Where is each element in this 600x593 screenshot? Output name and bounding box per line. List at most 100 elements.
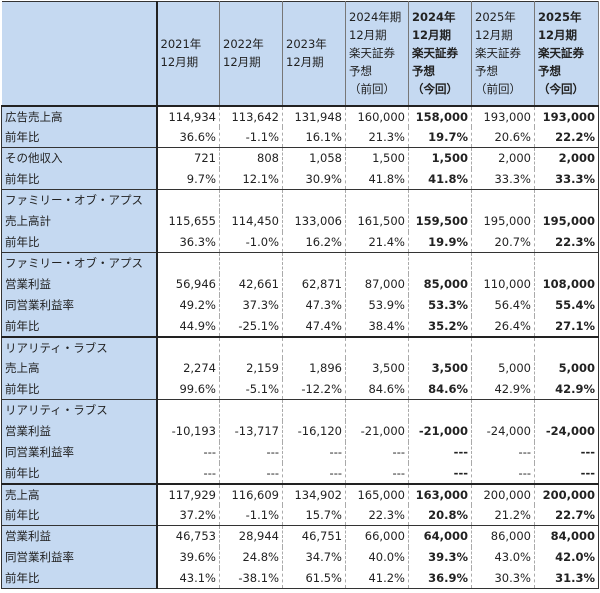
header-col-2024-current: 2024年 12月期 楽天証券 予想 （今回） (408, 1, 472, 107)
table-cell: 33.3% (534, 168, 599, 190)
table-cell: 163,000 (408, 482, 472, 505)
header-line: 12月期 (223, 55, 261, 70)
row-label: その他収入 (1, 147, 158, 169)
table-cell: 110,000 (471, 273, 535, 295)
table-cell (282, 189, 346, 211)
header-line: 2022年 (223, 37, 264, 52)
table-cell: 721 (156, 147, 220, 169)
table-cell: -1.0% (219, 231, 283, 253)
header-col-2024-previous: 2024年期 12月期 楽天証券 予想 （前回） (345, 1, 409, 107)
table-cell: --- (345, 441, 409, 463)
table-cell: 87,000 (345, 273, 409, 295)
header-line: 12月期 (538, 28, 578, 43)
table-row: 営業利益 46,753 28,944 46,751 66,000 64,000 86,000… (1, 525, 599, 547)
header-line: 12月期 (475, 28, 513, 43)
table-cell: 62,871 (282, 273, 346, 295)
table-row: ファミリー・オブ・アプス (1, 252, 599, 274)
table-row: リアリティ・ラブス (1, 399, 599, 421)
header-line: 2024年 (412, 10, 456, 25)
table-cell: 131,948 (282, 104, 346, 127)
table-cell: 114,450 (219, 210, 283, 232)
header-line: 予想 (349, 64, 372, 79)
table-cell: 35.2% (408, 315, 472, 337)
table-cell (471, 335, 535, 358)
row-label: リアリティ・ラブス (1, 335, 158, 358)
table-cell: 43.0% (471, 546, 535, 568)
table-cell: -5.1% (219, 378, 283, 400)
table-cell: --- (219, 462, 283, 484)
table-cell: --- (156, 462, 220, 484)
table-cell (219, 399, 283, 421)
table-cell: 33.3% (471, 168, 535, 190)
table-cell: -10,193 (156, 420, 220, 442)
table-cell: 1,500 (345, 147, 409, 169)
table-cell: --- (408, 441, 472, 463)
table-cell: 5,000 (534, 357, 599, 379)
table-row: 売上高 117,929 116,609 134,902 165,000 163,000 20… (1, 482, 599, 505)
header-line: 2025年 (475, 10, 516, 25)
table-cell: 12.1% (219, 168, 283, 190)
table-row: 同営業利益率 --- --- --- --- --- --- --- (1, 441, 599, 463)
table-cell: --- (534, 462, 599, 484)
table-cell: 108,000 (534, 273, 599, 295)
table-cell: 134,902 (282, 482, 346, 505)
table-cell: -21,000 (408, 420, 472, 442)
table-cell (534, 399, 599, 421)
table-cell (156, 335, 220, 358)
table-cell: 2,274 (156, 357, 220, 379)
header-col-2025-previous: 2025年 12月期 楽天証券 予想 （前回） (471, 1, 535, 107)
table-cell: 20.7% (471, 231, 535, 253)
header-line: 予想 (538, 64, 561, 79)
table-cell: -21,000 (345, 420, 409, 442)
table-row: リアリティ・ラブス (1, 335, 599, 358)
table-cell: 161,500 (345, 210, 409, 232)
table-row: 売上高 2,274 2,159 1,896 3,500 3,500 5,000 5,000 (1, 357, 599, 379)
table-cell: 42.9% (471, 378, 535, 400)
row-label: 売上高 (1, 357, 158, 379)
table-cell: 53.9% (345, 294, 409, 316)
table-cell: 3,500 (345, 357, 409, 379)
table-cell: -12.2% (282, 378, 346, 400)
table-cell: 22.3% (345, 504, 409, 526)
table-cell: 46,751 (282, 525, 346, 547)
table-cell: 158,000 (408, 104, 472, 127)
table-cell: 200,000 (534, 482, 599, 505)
row-label: 営業利益 (1, 420, 158, 442)
table-cell: -24,000 (471, 420, 535, 442)
table-cell: 1,058 (282, 147, 346, 169)
table-cell: --- (156, 441, 220, 463)
header-line: 2023年 (286, 37, 327, 52)
table-cell (471, 189, 535, 211)
table-cell: 200,000 (471, 482, 535, 505)
header-line: （今回） (538, 82, 584, 97)
table-cell: 16.2% (282, 231, 346, 253)
table-row: 売上高計 115,655 114,450 133,006 161,500 159,500 1… (1, 210, 599, 232)
table-cell: 56,946 (156, 273, 220, 295)
table-cell: 47.4% (282, 315, 346, 337)
table-cell (408, 252, 472, 274)
table-cell: 9.7% (156, 168, 220, 190)
row-label: ファミリー・オブ・アプス (1, 252, 158, 274)
table-cell: --- (345, 462, 409, 484)
table-cell: 41.2% (345, 567, 409, 589)
table-cell: 61.5% (282, 567, 346, 589)
table-cell: 30.9% (282, 168, 346, 190)
row-label: 前年比 (1, 126, 158, 148)
table-row: 前年比 36.6% -1.1% 16.1% 21.3% 19.7% 20.6% 22.2% (1, 126, 599, 148)
table-cell: 86,000 (471, 525, 535, 547)
table-cell: 44.9% (156, 315, 220, 337)
header-line: 2021年 (160, 37, 202, 52)
table-cell: 47.3% (282, 294, 346, 316)
header-line: 楽天証券 (538, 46, 584, 61)
table-cell: 5,000 (471, 357, 535, 379)
header-line: 12月期 (349, 28, 387, 43)
row-label: 同営業利益率 (1, 294, 158, 316)
table-cell: 36.9% (408, 567, 472, 589)
table-cell: 117,929 (156, 482, 220, 505)
table-cell (345, 189, 409, 211)
table-cell: 15.7% (282, 504, 346, 526)
row-label: 前年比 (1, 567, 158, 589)
table-cell: -1.1% (219, 126, 283, 148)
table-cell (534, 335, 599, 358)
